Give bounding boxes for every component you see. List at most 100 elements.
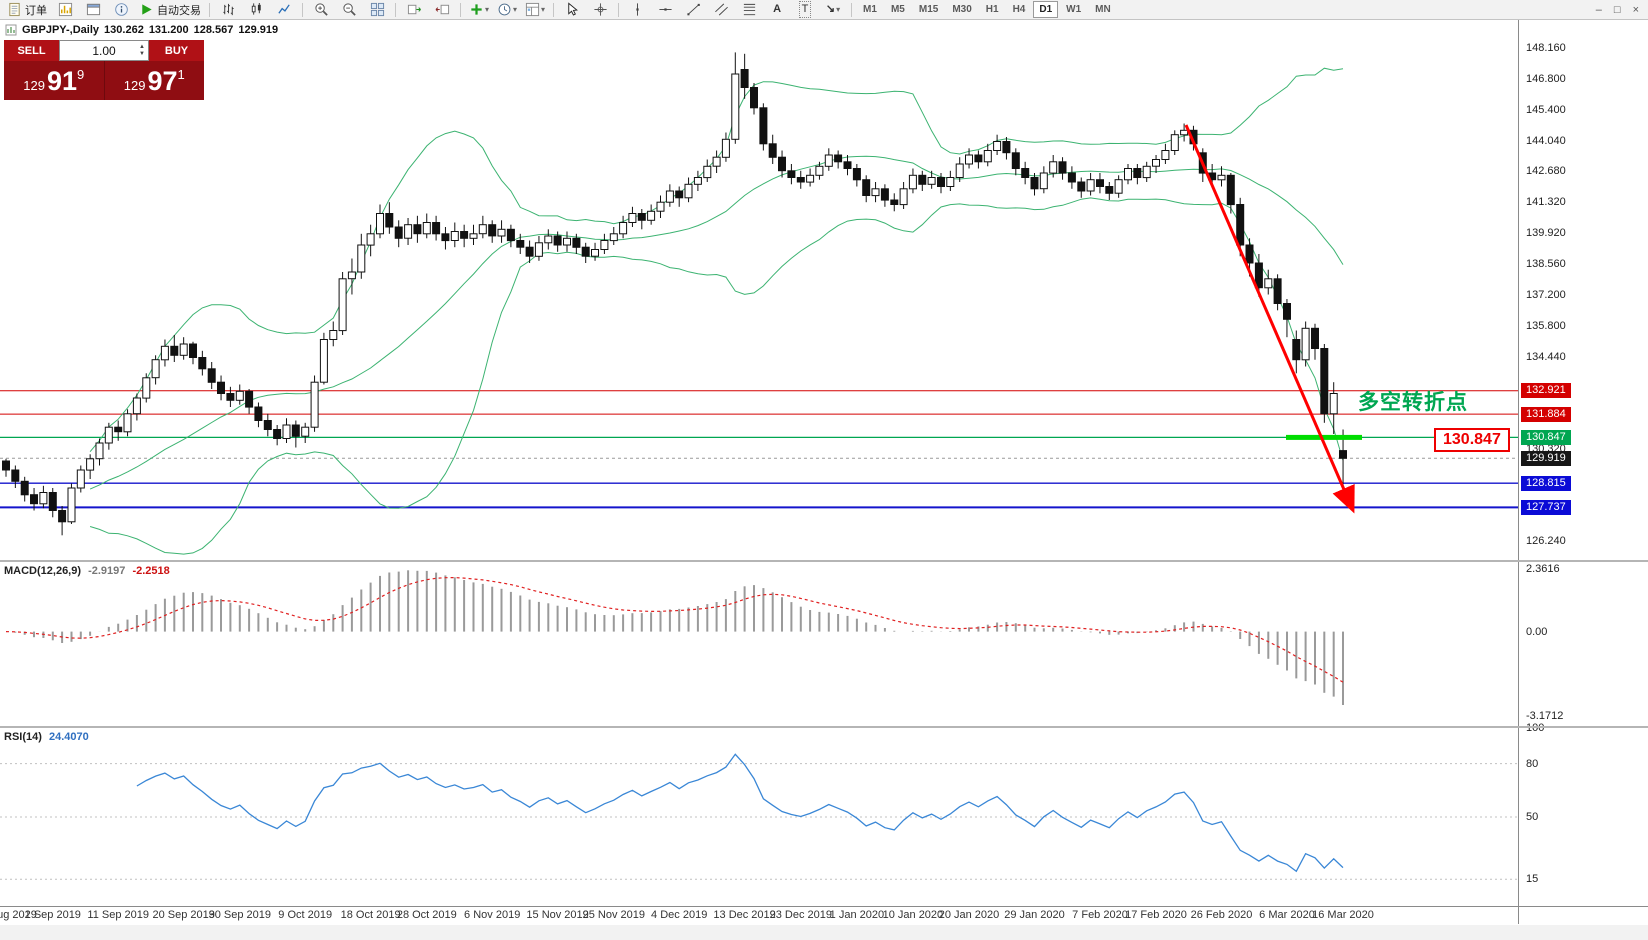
toolbar-separator — [460, 2, 461, 17]
turning-point-annotation[interactable]: 多空转折点 — [1358, 391, 1468, 414]
buy-price-head: 129 — [123, 78, 146, 93]
toolbar-separator — [851, 2, 853, 17]
rsi-scale-label: 80 — [1526, 757, 1539, 770]
zoom-in-icon[interactable] — [308, 0, 334, 20]
price-axis[interactable]: 148.160 146.800 145.400 144.040 142.680 141.3… — [1518, 20, 1648, 924]
price-badge-131.884: 131.884 — [1521, 406, 1571, 422]
periods-icon[interactable]: ▾ — [494, 0, 520, 20]
toolbar-separator — [209, 2, 210, 17]
volume-input[interactable]: 1.00 ▲ ▼ — [59, 40, 149, 61]
sell-price-big: 91 — [46, 65, 77, 96]
auto-scroll-icon[interactable] — [401, 0, 427, 20]
symbol-title: GBPJPY-,Daily — [22, 24, 100, 36]
horizontal-line-icon[interactable] — [652, 0, 678, 20]
macd-main-value: -2.9197 — [88, 565, 126, 577]
macd-pane[interactable] — [0, 562, 1518, 726]
timeframe-m15[interactable]: M15 — [918, 4, 939, 15]
date-label: 6 Nov 2019 — [464, 909, 521, 921]
day-close: 129.919 — [238, 24, 279, 36]
date-label: 20 Sep 2019 — [152, 909, 215, 921]
window-restore-icon[interactable]: □ — [1613, 3, 1621, 16]
timeframe-h1[interactable]: H1 — [985, 4, 999, 15]
bollinger-middle-band — [89, 155, 1344, 490]
price-scale-label: 135.800 — [1526, 320, 1566, 332]
price-scale-label: 126.240 — [1526, 535, 1566, 548]
volume-increase[interactable]: ▲ — [139, 43, 145, 50]
date-label: 7 Feb 2020 — [1072, 909, 1128, 921]
profiles-icon[interactable] — [108, 0, 134, 20]
trend-arrow[interactable] — [1184, 124, 1355, 514]
text-icon[interactable]: A — [773, 3, 782, 15]
pane-separator-macd[interactable] — [0, 560, 1648, 562]
date-label: 2 Sep 2019 — [24, 909, 81, 921]
rsi-pane[interactable] — [0, 728, 1518, 906]
text-label-icon[interactable]: T — [792, 0, 818, 20]
date-label: 9 Oct 2019 — [278, 909, 333, 921]
chart-list-icon[interactable] — [52, 0, 78, 20]
vertical-line-icon[interactable] — [624, 0, 650, 20]
buy-button[interactable]: BUY — [149, 40, 204, 61]
main-price-chart[interactable] — [0, 20, 1518, 560]
window-close-icon[interactable]: × — [1632, 3, 1639, 16]
support-highlight-segment[interactable] — [1286, 434, 1362, 440]
macd-scale-label: 0.00 — [1526, 625, 1548, 638]
rsi-scale-label: 100 — [1526, 722, 1545, 734]
symbol-chart-icon — [5, 24, 17, 36]
indicators-icon[interactable]: ▾ — [466, 0, 492, 20]
new-chart-icon[interactable] — [80, 0, 106, 20]
arrows-icon[interactable]: ↘ ▾ — [825, 3, 841, 15]
chevron-down-icon[interactable]: ▾ — [485, 5, 490, 14]
macd-signal-value: -2.2518 — [132, 565, 170, 577]
window-minimize-icon[interactable]: – — [1595, 3, 1602, 16]
candlestick-chart-icon[interactable] — [243, 0, 269, 20]
buy-price[interactable]: 129 97 1 — [105, 61, 205, 100]
price-scale-label: 139.920 — [1526, 227, 1566, 240]
date-label: 17 Feb 2020 — [1125, 909, 1187, 921]
date-label: 28 Oct 2019 — [396, 909, 457, 921]
new-order-icon[interactable]: 订单 — [4, 0, 50, 20]
pane-separator-rsi[interactable] — [0, 726, 1648, 728]
timeframe-m5[interactable]: M5 — [890, 4, 905, 15]
fibonacci-icon[interactable] — [736, 0, 762, 20]
chevron-down-icon[interactable]: ▾ — [513, 5, 518, 14]
bar-chart-icon[interactable] — [215, 0, 241, 20]
toolbar-separator — [618, 2, 620, 17]
window-controls: – □ × — [1590, 4, 1645, 16]
timeframe-h4[interactable]: H4 — [1012, 4, 1026, 15]
timeframe-m1[interactable]: M1 — [863, 4, 877, 15]
chevron-down-icon[interactable]: ▾ — [541, 5, 546, 14]
chevron-down-icon[interactable]: ▾ — [836, 5, 841, 14]
rsi-label: RSI(14) 24.4070 — [4, 731, 89, 743]
trendline-icon[interactable] — [680, 0, 706, 20]
volume-decrease[interactable]: ▼ — [139, 50, 145, 57]
timeframe-d1[interactable]: D1 — [1033, 1, 1059, 18]
templates-icon[interactable]: ▾ — [522, 0, 548, 20]
timeframe-mn[interactable]: MN — [1095, 4, 1111, 15]
zoom-out-icon[interactable] — [336, 0, 362, 20]
price-badge-130.847: 130.847 — [1521, 429, 1571, 445]
macd-scale-label: -3.1712 — [1526, 710, 1564, 723]
cursor-icon[interactable] — [559, 0, 585, 20]
sell-button[interactable]: SELL — [4, 40, 59, 61]
price-scale-label: 134.440 — [1526, 350, 1566, 363]
line-chart-icon[interactable] — [271, 0, 297, 20]
crosshair-icon[interactable] — [587, 0, 613, 20]
timeframe-w1[interactable]: W1 — [1066, 4, 1082, 15]
price-badge-127.737: 127.737 — [1521, 499, 1571, 515]
autotrading-icon[interactable]: 自动交易 — [136, 0, 204, 20]
date-label: 29 Jan 2020 — [1004, 909, 1065, 921]
chart-shift-icon[interactable] — [429, 0, 455, 20]
price-scale-label: 144.040 — [1526, 134, 1566, 147]
sell-price[interactable]: 129 91 9 — [4, 61, 105, 100]
support-price-annotation[interactable]: 130.847 — [1434, 428, 1510, 452]
equidistant-channel-icon[interactable] — [708, 0, 734, 20]
date-label: 16 Mar 2020 — [1312, 909, 1374, 921]
timeframe-m30[interactable]: M30 — [952, 4, 972, 15]
price-badge-129.919: 129.919 — [1521, 450, 1571, 466]
toolbar-separator — [553, 2, 555, 17]
day-low: 128.567 — [193, 24, 234, 36]
tile-windows-icon[interactable] — [364, 0, 390, 20]
sell-price-pip: 9 — [77, 67, 85, 82]
